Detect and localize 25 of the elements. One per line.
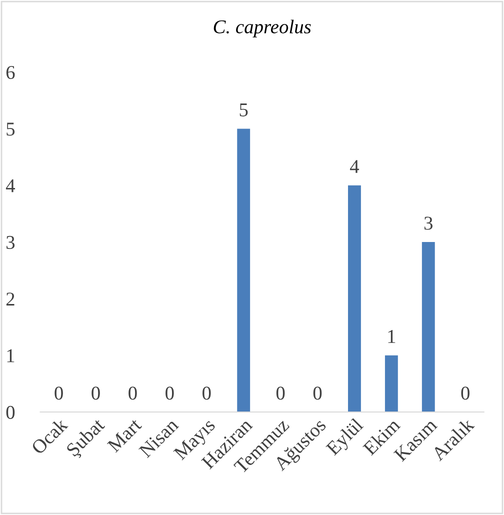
y-tick-label: 1 [7,349,14,362]
y-tick-label: 2 [6,292,14,306]
data-label: 0 [313,386,322,400]
data-label: 4 [350,160,360,173]
data-label: 0 [276,386,285,400]
bar [348,185,361,412]
data-label: 1 [388,330,396,343]
data-label: 0 [92,386,100,400]
y-tick-label: 5 [6,122,15,136]
data-label: 0 [461,386,470,400]
x-tick-label: Ocak [30,416,68,455]
data-label: 3 [424,216,432,230]
data-label: 0 [166,386,174,400]
bar [237,128,250,412]
data-label: 5 [240,104,248,116]
data-label: 0 [202,386,211,400]
y-tick-label: 6 [6,66,15,80]
bar [384,355,398,412]
y-tick-label: 0 [6,406,15,419]
y-tick-label: 4 [6,179,16,192]
data-label: 0 [128,386,137,400]
data-label: 0 [54,386,63,400]
y-tick-label: 3 [6,236,15,249]
chart-title: C. capreolus [214,20,311,38]
bar [422,242,435,412]
